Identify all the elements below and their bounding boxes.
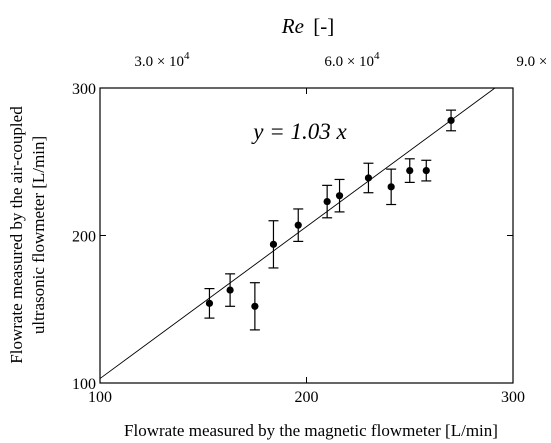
- data-point: [205, 299, 214, 307]
- data-point: [406, 167, 414, 175]
- data-point: [251, 302, 259, 310]
- ticks-layer: 100 200 300 100 200 300 3.0 × 104 6.0 × 104 9.0 …: [72, 50, 551, 406]
- y-axis-title-line1: Flowrate measured by the air-coupled: [7, 106, 26, 364]
- y-axis-title-line2: ultrasonic flowmeter [L/min]: [29, 136, 48, 334]
- data-point: [447, 116, 455, 125]
- data-point: [294, 221, 302, 229]
- x-tick-label: 200: [295, 389, 319, 406]
- top-tick-label: 3.0 × 104: [134, 50, 190, 70]
- data-point: [335, 192, 344, 200]
- y-tick-label: 100: [72, 376, 96, 393]
- data-point: [364, 174, 373, 182]
- fit-layer: [99, 87, 496, 379]
- fit-line: [99, 87, 496, 379]
- y-tick-label: 200: [72, 229, 96, 246]
- top-axis-title-unit: [-]: [313, 14, 334, 38]
- labels-layer: Re [-] Flowrate measured by the magnetic…: [7, 14, 498, 440]
- data-point: [323, 197, 331, 206]
- top-tick-label: 9.0 × 104: [516, 50, 551, 70]
- x-tick-label: 300: [501, 389, 525, 406]
- data-point: [269, 240, 278, 248]
- fit-equation: y = 1.03 x: [251, 119, 347, 144]
- top-axis-title: Re [-]: [281, 14, 334, 38]
- x-tick-label: 100: [88, 389, 112, 406]
- data-point: [387, 183, 395, 191]
- data-point: [422, 167, 430, 175]
- top-tick-label: 6.0 × 104: [324, 50, 380, 70]
- y-tick-label: 300: [72, 81, 96, 98]
- x-axis-title: Flowrate measured by the magnetic flowme…: [124, 421, 498, 440]
- top-axis-title-var: Re: [281, 14, 304, 38]
- data-point: [226, 286, 234, 294]
- points-layer: [204, 109, 457, 331]
